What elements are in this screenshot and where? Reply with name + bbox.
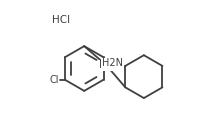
Text: NH: NH bbox=[99, 60, 114, 70]
Text: Cl: Cl bbox=[49, 75, 59, 85]
Text: H2N: H2N bbox=[102, 58, 123, 68]
Text: HCl: HCl bbox=[52, 15, 70, 25]
